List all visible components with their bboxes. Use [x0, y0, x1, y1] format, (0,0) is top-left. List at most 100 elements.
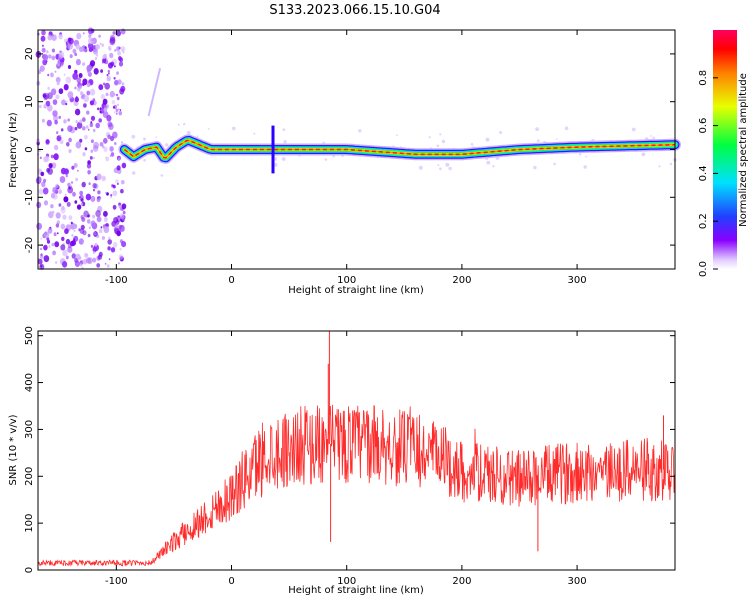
noise-speckle	[41, 29, 46, 36]
noise-speckle	[121, 227, 125, 232]
noise-speckle	[88, 182, 91, 186]
noise-speckle	[79, 190, 84, 196]
noise-speckle	[43, 244, 48, 251]
faint-speckle	[485, 137, 490, 142]
noise-speckle	[57, 62, 61, 66]
noise-speckle	[55, 76, 61, 83]
noise-speckle	[63, 119, 67, 124]
noise-speckle	[101, 61, 104, 64]
y-tick-label: -20	[24, 237, 35, 253]
noise-speckle	[81, 181, 86, 188]
noise-speckle	[90, 121, 93, 124]
snr-panel: -100 0 100 200 300 0 100 200 300 400 500 Height o…	[8, 326, 676, 596]
noise-speckle	[63, 168, 69, 175]
noise-speckle	[81, 217, 86, 222]
noise-speckle	[40, 264, 43, 268]
noise-speckle	[67, 186, 74, 194]
noise-speckle	[40, 237, 43, 240]
noise-speckle	[115, 112, 118, 115]
noise-speckle	[95, 122, 100, 129]
faint-speckle	[439, 167, 442, 171]
faint-speckle	[160, 174, 164, 177]
noise-speckle	[69, 54, 73, 59]
noise-speckle	[92, 188, 96, 192]
noise-speckle	[87, 233, 91, 238]
noise-speckle	[84, 46, 87, 49]
faint-speckle	[641, 152, 646, 157]
noise-speckle	[45, 100, 51, 107]
noise-speckle	[119, 247, 122, 251]
noise-speckle	[43, 255, 50, 263]
noise-speckle	[51, 242, 55, 247]
noise-speckle	[41, 181, 46, 188]
noise-speckle	[71, 181, 73, 184]
noise-speckle	[106, 74, 109, 77]
faint-speckle	[669, 162, 673, 166]
noise-speckle	[79, 196, 81, 199]
noise-speckle	[94, 243, 98, 247]
faint-speckle	[131, 171, 136, 175]
faint-speckle	[281, 157, 286, 161]
faint-speckle	[499, 131, 503, 134]
noise-speckle	[118, 262, 120, 265]
noise-speckle	[75, 141, 82, 149]
noise-speckle	[72, 48, 77, 54]
noise-speckle	[96, 216, 102, 223]
faint-speckle	[536, 139, 540, 143]
noise-speckle	[80, 224, 85, 230]
noise-speckle	[100, 94, 106, 100]
noise-speckle	[79, 119, 83, 124]
noise-speckle	[98, 251, 103, 257]
noise-speckle	[59, 134, 62, 137]
signal-track	[118, 67, 681, 174]
noise-speckle	[99, 107, 102, 110]
noise-speckle	[42, 187, 49, 195]
noise-speckle	[113, 111, 116, 114]
noise-speckle	[93, 156, 95, 160]
noise-speckle	[103, 217, 108, 223]
noise-speckle	[39, 156, 42, 160]
snr-background	[38, 331, 675, 570]
noise-speckle	[120, 141, 124, 144]
noise-speckle	[121, 162, 127, 169]
noise-speckle	[47, 73, 50, 77]
y-tick-label: 0	[24, 567, 35, 573]
noise-speckle	[63, 84, 69, 91]
x-tick-label: 200	[452, 576, 471, 587]
noise-speckle	[55, 223, 60, 228]
noise-speckle	[68, 215, 73, 221]
noise-speckle	[65, 102, 68, 106]
faint-speckle	[439, 133, 442, 136]
faint-speckle	[436, 144, 440, 148]
snr-y-ticks: 0 100 200 300 400 500	[24, 326, 675, 573]
faint-speckle	[282, 128, 286, 132]
noise-speckle	[65, 100, 68, 103]
y-tick-label: -10	[24, 189, 35, 205]
noise-speckle	[102, 55, 106, 60]
noise-speckle	[75, 43, 81, 50]
noise-speckle	[88, 34, 92, 39]
snr-line	[37, 404, 675, 567]
noise-speckle	[88, 226, 91, 229]
spectrogram-y-axis-label: Frequency (Hz)	[8, 112, 19, 188]
spectrogram-x-axis-label: Height of straight line (km)	[288, 285, 424, 296]
noise-speckle	[107, 239, 112, 245]
noise-speckle	[98, 228, 103, 234]
faint-speckle	[650, 135, 652, 137]
noise-speckle	[116, 93, 118, 97]
noise-speckle	[55, 94, 60, 100]
faint-speckle	[428, 136, 431, 139]
noise-speckle	[92, 251, 96, 255]
noise-speckle	[45, 139, 50, 145]
spectrogram-x-ticks: -100 0 100 200 300	[105, 30, 587, 286]
noise-speckle	[110, 196, 113, 199]
noise-speckle	[100, 226, 103, 229]
noise-speckle	[83, 95, 89, 103]
noise-speckle	[53, 144, 59, 151]
faint-speckle	[143, 137, 146, 141]
noise-speckle	[118, 56, 122, 61]
noise-speckle	[86, 163, 92, 169]
noise-speckle	[67, 118, 70, 122]
noise-speckle	[46, 50, 49, 54]
